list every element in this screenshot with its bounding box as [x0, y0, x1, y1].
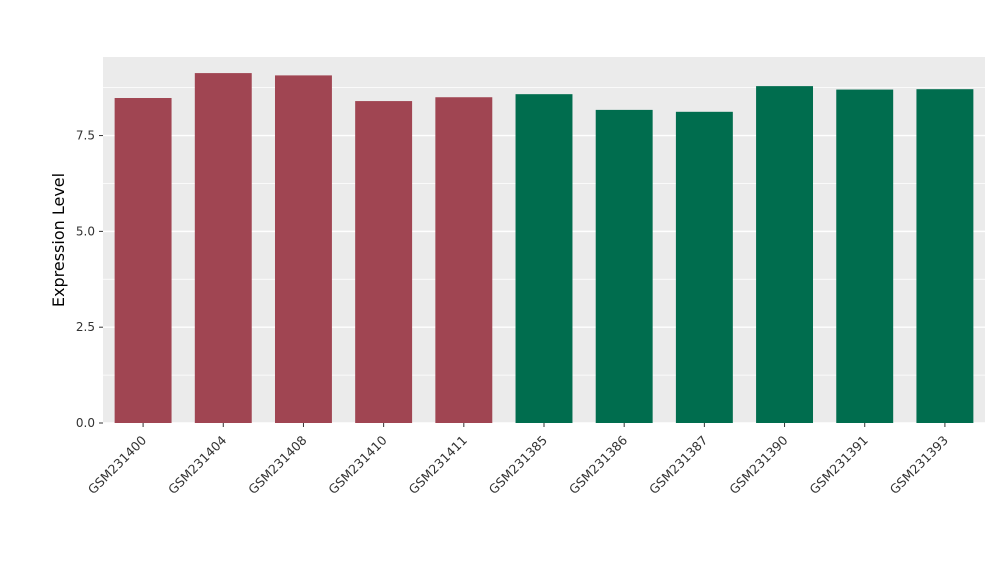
x-tick-label: GSM231411	[406, 433, 470, 497]
y-axis-label: Expression Level	[49, 173, 68, 307]
x-tick-label: GSM231404	[165, 432, 229, 496]
y-tick-label: 7.5	[76, 129, 95, 143]
bar-GSM231386	[595, 109, 653, 424]
y-tick-label: 2.5	[76, 320, 95, 334]
x-tick-label: GSM231390	[726, 432, 790, 496]
bar-GSM231400	[114, 98, 172, 424]
bar-GSM231391	[836, 89, 894, 423]
bar-GSM231411	[435, 97, 493, 423]
x-tick-label: GSM231391	[806, 433, 870, 497]
x-tick-label: GSM231385	[486, 433, 550, 497]
x-tick-label: GSM231387	[646, 433, 710, 497]
x-tick-label: GSM231408	[245, 432, 309, 496]
y-tick-label: 0.0	[76, 416, 95, 430]
x-tick-label: GSM231410	[325, 432, 389, 496]
bar-GSM231387	[675, 111, 733, 423]
bar-GSM231408	[274, 75, 332, 423]
bar-GSM231404	[194, 73, 252, 423]
y-tick-label: 5.0	[76, 224, 95, 238]
bar-GSM231385	[515, 94, 573, 423]
bar-GSM231390	[756, 86, 814, 423]
bar-GSM231393	[916, 89, 974, 423]
x-tick-label: GSM231386	[566, 432, 630, 496]
x-tick-label: GSM231393	[887, 433, 951, 497]
x-tick-label: GSM231400	[85, 432, 149, 496]
bar-GSM231410	[355, 101, 413, 423]
